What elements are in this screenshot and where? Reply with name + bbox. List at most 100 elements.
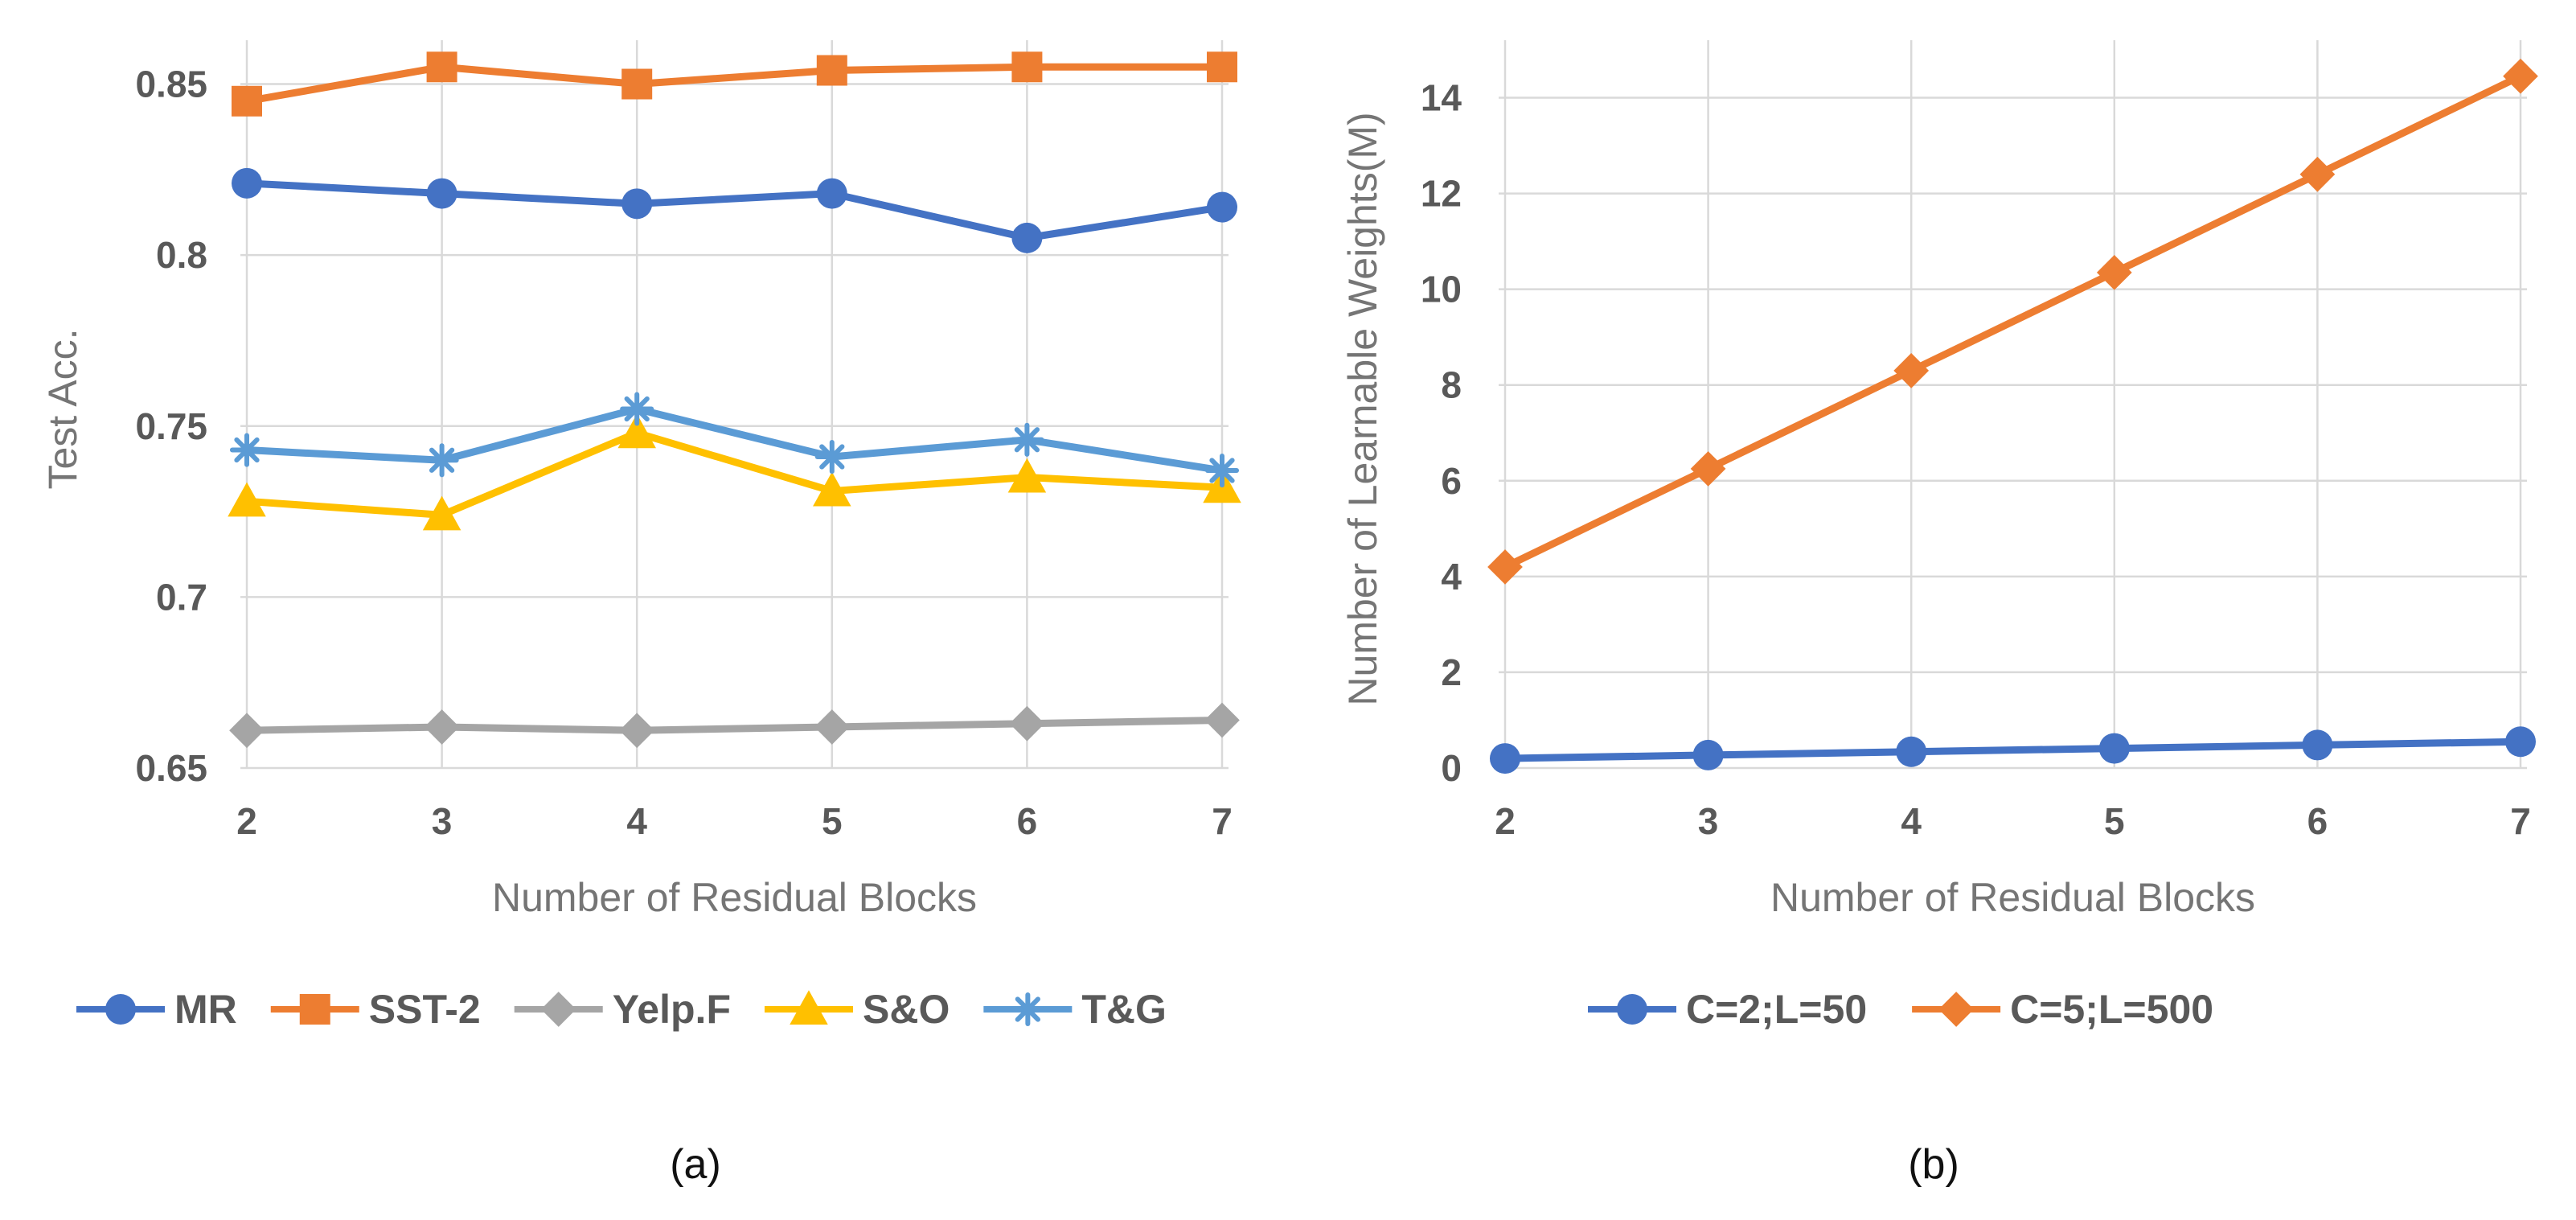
y-tick-label: 0.7 [156,576,207,618]
data-point-mr [232,167,262,199]
series-s-o [228,413,1241,531]
data-point-t-g-stroke-3 [234,437,260,463]
data-point-mr [1207,191,1237,223]
x-tick-label: 3 [432,800,453,842]
y-tick-label: 0.65 [135,747,207,789]
data-point-t-g [1204,453,1240,488]
data-point-c-5-l-500 [2503,58,2538,94]
legend-label-s-o: S&O [863,987,950,1032]
legend-symbol-c-2-l-50-marker [1617,994,1647,1025]
x-tick-label: 3 [1698,800,1719,842]
data-point-sst-2 [426,51,457,83]
data-point-yelp-f [1009,705,1045,741]
data-point-t-g-stroke-3 [624,396,650,422]
x-tick-label: 7 [1212,800,1233,842]
series-line-c-2-l-50 [1504,737,2521,762]
data-point-t-g-stroke-3 [1014,427,1040,453]
data-point-sst-2 [1207,51,1237,83]
y-tick-label: 0.8 [156,234,207,276]
legend-label-sst-2: SST-2 [369,987,481,1032]
data-point-sst-2 [621,68,653,100]
grid [240,40,1229,770]
data-point-t-g [1010,422,1044,457]
data-point-s-o [228,482,266,517]
y-tick-label: 2 [1441,651,1462,693]
data-point-mr [426,178,457,209]
data-point-s-o [617,413,656,449]
series-c-5-l-500 [1487,58,2538,585]
series-sst-2 [232,51,1237,117]
x-tick-label: 4 [626,800,647,842]
x-tick-label: 6 [2307,800,2328,842]
y-axis-title: Test Acc. [40,328,85,489]
y-tick-label: 8 [1441,364,1462,406]
series-c-2-l-50 [1490,726,2536,774]
data-point-t-g [425,443,459,478]
data-point-c-2-l-50 [2098,733,2130,764]
legend-label-c-2-l-50: C=2;L=50 [1686,987,1867,1032]
series-line-yelp-f [246,716,1223,734]
data-point-yelp-f [424,709,460,745]
data-point-yelp-f [1204,702,1240,738]
data-point-sst-2 [232,85,262,117]
series-mr [232,167,1237,253]
x-tick-label: 4 [1901,800,1922,842]
y-tick-label: 0.75 [135,405,207,447]
data-point-t-g [229,433,265,467]
data-point-c-2-l-50 [2505,726,2536,758]
legend-symbol-s-o-marker [790,990,828,1025]
y-tick-label: 14 [1421,77,1462,119]
legend-symbol-t-g-marker-stroke-3 [1015,996,1040,1022]
y-tick-label: 6 [1441,460,1462,502]
data-point-yelp-f [229,713,265,749]
legend-label-c-5-l-500: C=5;L=500 [2010,987,2213,1032]
data-point-mr [816,178,847,209]
data-point-c-2-l-50 [2302,729,2333,761]
data-point-mr [1011,222,1043,253]
data-point-yelp-f [814,709,850,745]
data-point-c-5-l-500 [1487,549,1523,585]
data-point-t-g-stroke-3 [1209,458,1235,483]
legend-label-mr: MR [174,987,237,1032]
legend-symbol-yelp-f-marker [540,992,576,1027]
series-line-s-o [246,429,1223,519]
series-line-c-5-l-500 [1503,72,2522,571]
y-tick-label: 0 [1441,747,1462,789]
data-point-mr [621,188,653,220]
grid [1499,40,2527,770]
data-point-c-5-l-500 [2299,156,2336,192]
x-tick-label: 5 [2104,800,2125,842]
series-line-t-g [246,405,1223,474]
data-point-c-2-l-50 [1692,739,1724,770]
series-t-g [229,392,1240,488]
data-point-c-5-l-500 [2096,254,2132,290]
panel-label: (a) [670,1141,721,1188]
data-point-c-5-l-500 [1893,353,1930,388]
x-tick-label: 2 [236,800,257,842]
data-point-t-g [814,439,849,474]
series-yelp-f [229,702,1240,749]
legend-label-t-g: T&G [1081,987,1167,1032]
data-point-c-5-l-500 [1690,451,1726,487]
legend-symbol-sst-2-marker [299,994,330,1025]
series-line-sst-2 [246,63,1222,105]
x-tick-label: 5 [822,800,843,842]
legend-label-yelp-f: Yelp.F [613,987,731,1032]
data-point-c-2-l-50 [1490,743,1520,774]
data-point-c-2-l-50 [1896,736,1927,767]
data-point-t-g [620,392,654,426]
y-tick-label: 10 [1421,269,1462,310]
data-point-yelp-f [619,713,655,749]
legend: C=2;L=50 C=5;L=500 [1588,987,2213,1032]
data-point-t-g-stroke-3 [429,447,455,473]
y-tick-label: 12 [1421,173,1462,215]
x-tick-label: 6 [1017,800,1038,842]
y-tick-label: 0.85 [135,64,207,105]
x-axis-title: Number of Residual Blocks [492,875,977,920]
x-axis-title: Number of Residual Blocks [1770,875,2255,920]
data-point-t-g-stroke-3 [819,444,845,470]
legend-symbol-mr-marker [105,994,136,1025]
data-point-s-o [422,495,461,531]
legend-symbol-c-5-l-500-marker [1938,992,1974,1027]
